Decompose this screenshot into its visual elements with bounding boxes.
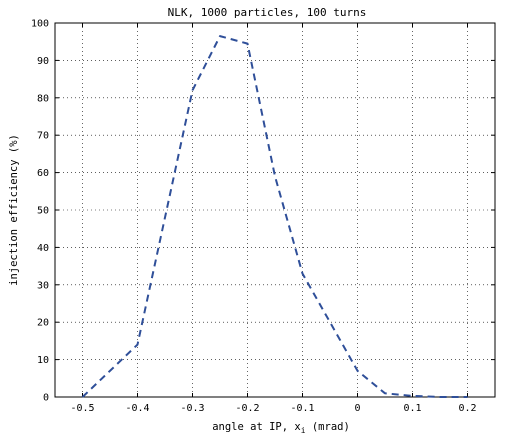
y-tick-label: 100 <box>31 19 49 30</box>
y-tick-label: 20 <box>37 318 49 329</box>
x-tick-label: -0.3 <box>180 403 204 414</box>
y-tick-label: 0 <box>43 393 49 404</box>
chart-title: NLK, 1000 particles, 100 turns <box>168 6 367 19</box>
grid <box>55 22 495 398</box>
y-tick-label: 10 <box>37 355 49 366</box>
y-tick-label: 70 <box>37 131 49 142</box>
y-tick-label: 60 <box>37 168 49 179</box>
x-tick-label: -0.4 <box>125 403 149 414</box>
x-tick-label: 0 <box>354 403 360 414</box>
x-axis-label-main: angle at IP, x <box>212 421 301 433</box>
y-tick-label: 40 <box>37 243 49 254</box>
series-line <box>81 35 468 398</box>
x-tick-label: -0.1 <box>290 403 314 414</box>
x-axis-label: angle at IP, xi (mrad) <box>212 421 350 435</box>
x-tick-label: 0.2 <box>458 403 476 414</box>
y-tick-label: 90 <box>37 56 49 67</box>
x-axis-label-subscript: i <box>301 426 306 435</box>
x-tick-label: 0.1 <box>403 403 421 414</box>
series-group <box>81 35 468 398</box>
ticks: -0.5 -0.4 -0.3 -0.2 -0.1 0 0.1 0.2 0 10 20 30 40 50 60… <box>31 19 495 414</box>
x-tick-label: -0.5 <box>70 403 94 414</box>
x-tick-label: -0.2 <box>235 403 259 414</box>
x-axis-label-suffix: (mrad) <box>306 421 350 433</box>
y-tick-label: 50 <box>37 206 49 217</box>
y-tick-label: 30 <box>37 280 49 291</box>
y-tick-label: 80 <box>37 93 49 104</box>
y-axis-label: injection efficiency (%) <box>8 134 20 286</box>
